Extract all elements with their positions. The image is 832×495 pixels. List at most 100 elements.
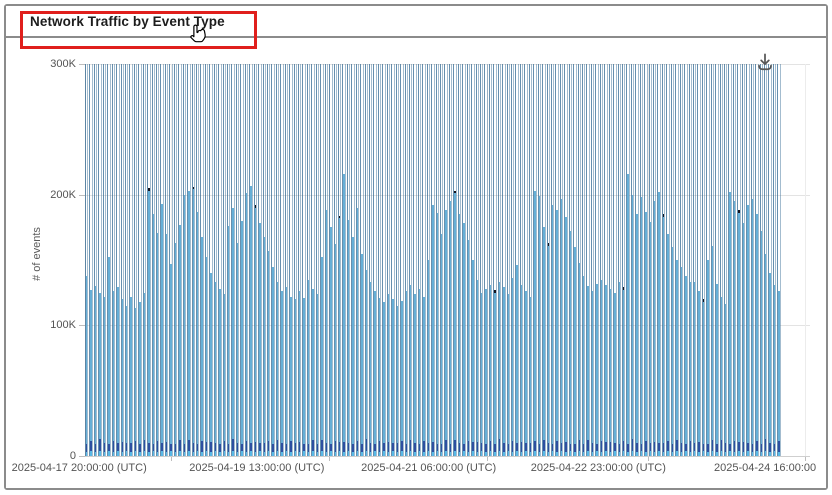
- traffic-bar[interactable]: [537, 64, 542, 456]
- traffic-bar[interactable]: [408, 64, 413, 456]
- traffic-bar[interactable]: [382, 64, 386, 456]
- traffic-bar[interactable]: [493, 64, 497, 456]
- traffic-bar[interactable]: [364, 64, 368, 456]
- traffic-bar[interactable]: [413, 64, 417, 456]
- traffic-bar[interactable]: [355, 64, 360, 456]
- traffic-bar[interactable]: [195, 64, 200, 456]
- traffic-bar[interactable]: [360, 64, 364, 456]
- traffic-bar[interactable]: [550, 64, 555, 456]
- traffic-bar[interactable]: [519, 64, 524, 456]
- traffic-bar[interactable]: [280, 64, 284, 456]
- traffic-bar[interactable]: [426, 64, 431, 456]
- traffic-bar[interactable]: [85, 64, 89, 456]
- traffic-bar[interactable]: [227, 64, 231, 456]
- traffic-bar[interactable]: [661, 64, 666, 456]
- traffic-bar[interactable]: [395, 64, 400, 456]
- traffic-bar[interactable]: [315, 64, 320, 456]
- traffic-bar[interactable]: [213, 64, 218, 456]
- traffic-bar[interactable]: [351, 64, 355, 456]
- traffic-bar[interactable]: [417, 64, 422, 456]
- traffic-bar[interactable]: [440, 64, 444, 456]
- traffic-bar[interactable]: [98, 64, 102, 456]
- traffic-bar[interactable]: [608, 64, 613, 456]
- traffic-bar[interactable]: [479, 64, 484, 456]
- traffic-bar[interactable]: [502, 64, 506, 456]
- traffic-bar[interactable]: [710, 64, 715, 456]
- traffic-bar[interactable]: [772, 64, 777, 456]
- traffic-bar[interactable]: [533, 64, 537, 456]
- traffic-bar[interactable]: [400, 64, 404, 456]
- traffic-bar[interactable]: [235, 64, 240, 456]
- traffic-bar[interactable]: [750, 64, 755, 456]
- traffic-bar[interactable]: [386, 64, 391, 456]
- traffic-bar[interactable]: [599, 64, 604, 456]
- traffic-bar[interactable]: [528, 64, 533, 456]
- traffic-bar[interactable]: [329, 64, 333, 456]
- traffic-bar[interactable]: [679, 64, 684, 456]
- traffic-bar[interactable]: [111, 64, 116, 456]
- traffic-bar[interactable]: [644, 64, 648, 456]
- traffic-bar[interactable]: [204, 64, 209, 456]
- traffic-bar[interactable]: [337, 64, 342, 456]
- traffic-bar[interactable]: [542, 64, 546, 456]
- traffic-bar[interactable]: [559, 64, 564, 456]
- traffic-bar[interactable]: [724, 64, 728, 456]
- traffic-bar[interactable]: [120, 64, 124, 456]
- traffic-bar[interactable]: [102, 64, 107, 456]
- traffic-bar[interactable]: [346, 64, 351, 456]
- traffic-bar[interactable]: [755, 64, 759, 456]
- traffic-bar[interactable]: [311, 64, 315, 456]
- traffic-bar[interactable]: [431, 64, 435, 456]
- traffic-bar[interactable]: [675, 64, 679, 456]
- traffic-bar[interactable]: [515, 64, 519, 456]
- traffic-bar[interactable]: [719, 64, 723, 456]
- traffic-bar[interactable]: [324, 64, 329, 456]
- traffic-bar[interactable]: [142, 64, 147, 456]
- traffic-bar[interactable]: [457, 64, 462, 456]
- traffic-bar[interactable]: [191, 64, 195, 456]
- traffic-bar[interactable]: [626, 64, 630, 456]
- traffic-bar[interactable]: [648, 64, 652, 456]
- traffic-bar[interactable]: [151, 64, 155, 456]
- traffic-bar[interactable]: [524, 64, 528, 456]
- traffic-bar[interactable]: [706, 64, 710, 456]
- traffic-bar[interactable]: [621, 64, 626, 456]
- traffic-bar[interactable]: [129, 64, 133, 456]
- traffic-bar[interactable]: [564, 64, 568, 456]
- traffic-bar[interactable]: [169, 64, 173, 456]
- traffic-bar[interactable]: [590, 64, 595, 456]
- traffic-bar[interactable]: [630, 64, 635, 456]
- traffic-bar[interactable]: [462, 64, 466, 456]
- traffic-bar[interactable]: [306, 64, 311, 456]
- traffic-bar[interactable]: [763, 64, 768, 456]
- traffic-bar[interactable]: [284, 64, 289, 456]
- traffic-bar[interactable]: [404, 64, 408, 456]
- traffic-bar[interactable]: [200, 64, 204, 456]
- traffic-bar[interactable]: [133, 64, 138, 456]
- traffic-bar[interactable]: [262, 64, 266, 456]
- traffic-bar[interactable]: [271, 64, 275, 456]
- traffic-bar[interactable]: [604, 64, 608, 456]
- traffic-bar[interactable]: [475, 64, 479, 456]
- traffic-bar[interactable]: [506, 64, 510, 456]
- traffic-bar[interactable]: [701, 64, 706, 456]
- traffic-bar[interactable]: [728, 64, 732, 456]
- traffic-bar[interactable]: [573, 64, 577, 456]
- traffic-bar[interactable]: [657, 64, 661, 456]
- traffic-bar[interactable]: [298, 64, 302, 456]
- traffic-bar[interactable]: [218, 64, 222, 456]
- traffic-bar[interactable]: [289, 64, 293, 456]
- traffic-bar[interactable]: [639, 64, 644, 456]
- traffic-bar[interactable]: [653, 64, 657, 456]
- traffic-bar[interactable]: [759, 64, 763, 456]
- traffic-bar[interactable]: [240, 64, 244, 456]
- traffic-bar[interactable]: [253, 64, 258, 456]
- traffic-bar[interactable]: [568, 64, 573, 456]
- traffic-bar[interactable]: [320, 64, 324, 456]
- traffic-bar[interactable]: [160, 64, 164, 456]
- traffic-bar[interactable]: [768, 64, 772, 456]
- traffic-bar[interactable]: [448, 64, 453, 456]
- traffic-bar[interactable]: [444, 64, 448, 456]
- traffic-bar[interactable]: [258, 64, 262, 456]
- traffic-bar[interactable]: [471, 64, 475, 456]
